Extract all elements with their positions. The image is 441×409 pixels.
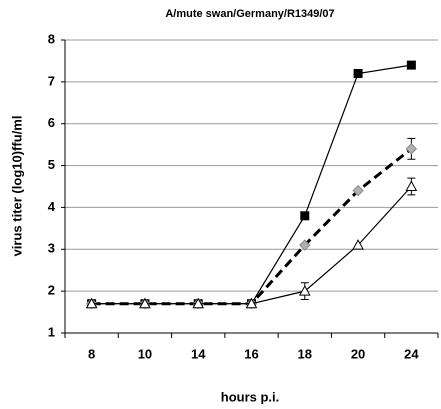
x-tick-label: 18 [298,346,312,361]
chart-title: A/mute swan/Germany/R1349/07 [165,8,334,20]
marker [405,143,418,155]
series-line [91,147,413,306]
y-tick-label: 5 [48,157,55,172]
x-tick-label: 16 [244,346,258,361]
x-tick-label: 24 [404,346,419,361]
x-tick-label: 8 [88,346,95,361]
y-tick-label: 1 [48,324,55,339]
marker [298,285,311,296]
y-tick-label: 3 [48,241,55,256]
marker [245,297,258,309]
x-axis-label: hours p.i. [221,389,280,404]
marker [352,184,364,197]
marker [299,239,311,251]
y-tick-label: 6 [48,115,55,130]
marker [406,60,416,70]
marker [300,211,310,221]
x-tick-label: 20 [351,346,365,361]
marker [405,180,418,191]
marker [352,239,364,250]
series-line [91,64,412,305]
marker [353,68,363,78]
marker [139,297,151,309]
x-tick-label: 14 [191,346,206,361]
y-tick-label: 4 [48,199,56,214]
series-line [91,186,412,305]
y-tick-label: 7 [48,73,55,88]
y-tick-label: 2 [48,283,55,298]
x-tick-label: 10 [138,346,152,361]
marker [192,297,205,309]
marker [85,297,98,309]
y-axis-label: virus titer (log10)ffu/ml [9,116,24,257]
y-tick-label: 8 [48,31,55,46]
